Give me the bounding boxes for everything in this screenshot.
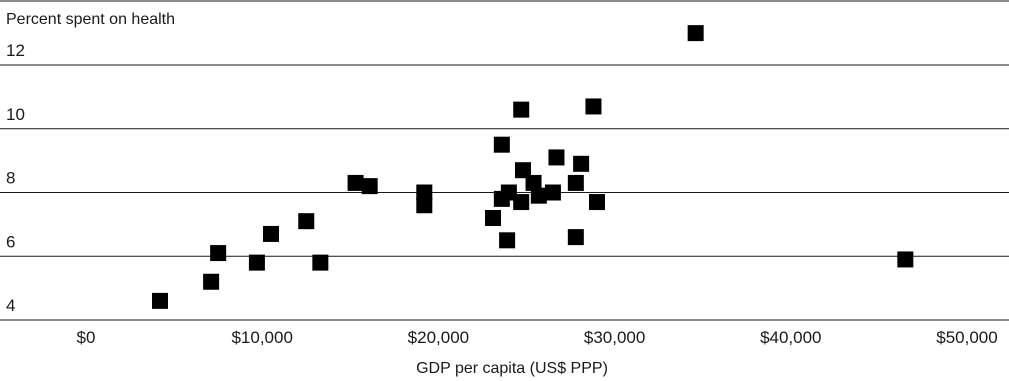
data-point — [567, 229, 584, 246]
y-tick-label: 12 — [6, 41, 25, 60]
data-points — [152, 25, 914, 309]
data-point — [493, 136, 510, 153]
data-point — [588, 194, 605, 211]
data-point — [361, 178, 378, 195]
x-tick-label: $10,000 — [231, 328, 292, 347]
data-point — [152, 292, 169, 309]
data-point — [513, 194, 530, 211]
y-tick-label: 4 — [6, 296, 15, 315]
x-tick-label: $0 — [77, 328, 96, 347]
data-point — [248, 254, 265, 271]
data-point — [347, 174, 364, 191]
x-tick-label: $20,000 — [408, 328, 469, 347]
data-point — [548, 149, 565, 166]
y-tick-label: 6 — [6, 232, 15, 251]
gridlines — [0, 0, 1009, 321]
data-point — [416, 197, 433, 214]
y-axis-label: Percent spent on health — [6, 11, 175, 28]
data-point — [499, 232, 516, 249]
y-tick-label: 10 — [6, 105, 25, 124]
y-tick-label: 8 — [6, 169, 15, 188]
data-point — [567, 174, 584, 191]
data-point — [514, 162, 531, 179]
data-point — [485, 210, 502, 226]
data-point — [500, 184, 517, 201]
data-point — [544, 184, 561, 201]
data-point — [687, 25, 704, 42]
data-point — [573, 155, 590, 172]
data-point — [312, 254, 329, 271]
x-tick-label: $40,000 — [760, 328, 821, 347]
data-point — [416, 184, 433, 201]
data-point — [525, 174, 542, 191]
x-tick-label: $50,000 — [936, 328, 997, 347]
x-tick-labels: $0 $10,000 $20,000 $30,000 $40,000 $50,000 — [77, 328, 998, 347]
y-tick-labels: 4 6 8 10 12 — [6, 41, 25, 315]
data-point — [530, 187, 547, 204]
data-point — [210, 245, 227, 262]
data-point — [203, 273, 220, 290]
data-point — [897, 251, 914, 268]
data-point — [263, 225, 280, 242]
x-tick-label: $30,000 — [584, 328, 645, 347]
data-point — [585, 98, 602, 115]
data-point — [513, 101, 530, 118]
data-point — [298, 213, 315, 230]
x-axis-label: GDP per capita (US$ PPP) — [416, 360, 608, 377]
